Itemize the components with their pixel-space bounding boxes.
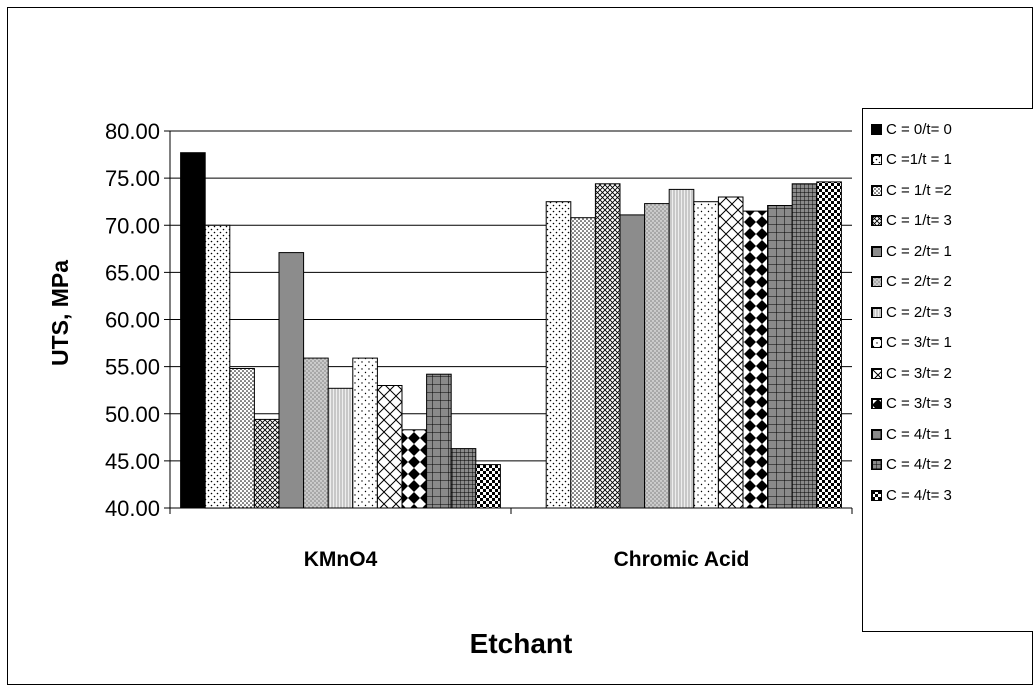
bar [204, 224, 231, 509]
bar [668, 188, 695, 509]
legend-swatch [871, 459, 882, 470]
y-tick-label: 80.00 [105, 119, 160, 144]
bar [594, 183, 621, 509]
y-axis-title: UTS, MPa [47, 260, 73, 366]
bar [352, 357, 378, 509]
legend-label: C = 3/t= 3 [886, 395, 952, 412]
bar [278, 252, 305, 509]
x-category-label: Chromic Acid [614, 548, 750, 571]
legend-swatch [871, 428, 882, 440]
y-tick-label: 45.00 [105, 449, 160, 474]
legend-swatch [871, 276, 882, 287]
bar [717, 196, 744, 509]
bar [742, 210, 769, 509]
bar [644, 203, 670, 509]
legend-swatch [871, 398, 882, 409]
y-tick-label: 75.00 [105, 166, 160, 191]
x-category-labels: KMnO4 Chromic Acid [304, 548, 750, 571]
legend-item: C = 3/t= 1 [871, 333, 952, 353]
bar [426, 373, 452, 509]
legend-item: C = 1/t =2 [871, 180, 952, 200]
bar [229, 368, 255, 509]
y-tick-label: 55.00 [105, 355, 160, 380]
bar [545, 201, 572, 509]
legend-label: C = 0/t= 0 [886, 120, 952, 138]
legend-label: C = 3/t= 2 [886, 364, 952, 382]
legend-swatch [871, 215, 882, 226]
y-tick-label: 50.00 [105, 402, 160, 427]
bar [816, 181, 842, 509]
legend-item: C = 2/t= 2 [871, 272, 952, 292]
bar [693, 201, 719, 509]
bar [619, 214, 646, 509]
legend-label: C = 4/t= 3 [886, 486, 952, 504]
y-tick-labels: 40.00 45.00 50.00 55.00 60.00 65.00 70.00 75.00… [105, 119, 170, 521]
x-axis-title: Etchant [470, 628, 573, 659]
legend-label: C = 2/t= 1 [886, 242, 952, 260]
legend-label: C = 1/t= 3 [886, 212, 952, 229]
y-tick-label: 65.00 [105, 260, 160, 285]
legend-item: C = 3/t= 2 [871, 363, 952, 383]
legend-label: C =1/t = 1 [886, 151, 952, 168]
bar [791, 183, 818, 509]
x-category-label: KMnO4 [304, 548, 378, 571]
legend-item: C = 0/t= 0 [871, 119, 952, 139]
bar [376, 385, 403, 509]
bar [767, 205, 793, 509]
legend-item: C = 4/t= 2 [871, 455, 952, 475]
legend-swatch [871, 489, 882, 501]
legend-label: C = 2/t= 2 [886, 273, 952, 290]
y-tick-label: 70.00 [105, 213, 160, 238]
legend-swatch [871, 123, 882, 135]
legend-swatch [871, 184, 882, 196]
bar [327, 387, 354, 509]
legend-item: C = 1/t= 3 [871, 211, 952, 231]
bar [401, 429, 428, 509]
legend-swatch [871, 367, 882, 379]
y-tick-label: 40.00 [105, 496, 160, 521]
bar [303, 357, 329, 509]
legend-swatch [871, 245, 882, 257]
bar [475, 464, 501, 509]
legend-item: C = 4/t= 1 [871, 424, 952, 444]
y-tick-label: 60.00 [105, 308, 160, 333]
legend-label: C = 4/t= 1 [886, 425, 952, 443]
bar [180, 152, 206, 509]
bar [570, 217, 596, 509]
bars [180, 152, 842, 509]
legend-item: C = 4/t= 3 [871, 485, 952, 505]
legend-swatch [871, 306, 882, 318]
bar [253, 418, 280, 509]
legend-label: C = 3/t= 1 [886, 334, 952, 351]
legend: C = 0/t= 0 C =1/t = 1 C = 1/t =2 C = 1/t= 3… [862, 108, 1033, 632]
bar [450, 448, 477, 509]
legend-item: C =1/t = 1 [871, 150, 952, 170]
legend-item: C = 3/t= 3 [871, 394, 952, 414]
legend-swatch [871, 154, 882, 165]
legend-item: C = 2/t= 3 [871, 302, 952, 322]
legend-label: C = 2/t= 3 [886, 303, 952, 321]
legend-label: C = 1/t =2 [886, 181, 952, 199]
legend-label: C = 4/t= 2 [886, 456, 952, 473]
legend-item: C = 2/t= 1 [871, 241, 952, 261]
legend-swatch [871, 337, 882, 348]
